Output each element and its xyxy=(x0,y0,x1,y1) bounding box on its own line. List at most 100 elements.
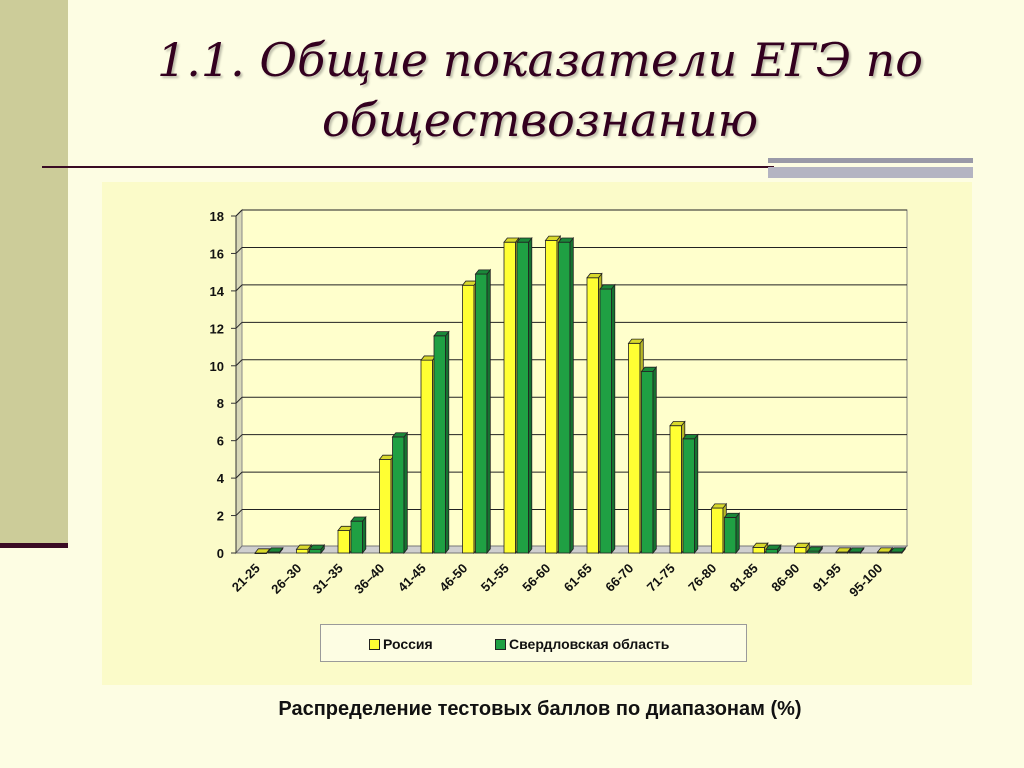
bar-top xyxy=(710,503,728,509)
y-tick-label: 16 xyxy=(210,246,224,261)
gridline-side xyxy=(235,247,243,254)
x-tick-label: 66-70 xyxy=(602,561,636,595)
x-tick-label: 56-60 xyxy=(519,561,553,595)
bar-front xyxy=(641,370,654,554)
bar-top xyxy=(848,547,865,553)
bar xyxy=(806,545,824,555)
x-tick-label: 71-75 xyxy=(644,561,678,595)
bar-side xyxy=(362,515,367,555)
bar-front xyxy=(475,273,488,554)
bar xyxy=(640,366,658,555)
x-tick-label: 46-50 xyxy=(436,561,470,595)
bar-top xyxy=(295,544,313,550)
bar-front xyxy=(711,507,724,554)
bar xyxy=(627,337,645,555)
x-tick-label: 31–35 xyxy=(310,561,346,597)
title-line-1: 1.1. Общие показатели ЕГЭ по xyxy=(157,33,923,87)
y-tick-label: 0 xyxy=(217,546,224,561)
bar xyxy=(337,525,354,555)
bar xyxy=(516,236,533,555)
bar-top xyxy=(793,542,811,548)
gridline-side xyxy=(235,509,243,516)
chart-caption: Распределение тестовых баллов по диапазо… xyxy=(278,698,802,720)
gridline-side xyxy=(235,434,243,442)
bar-front xyxy=(752,546,765,554)
x-tick-label: 51-55 xyxy=(478,561,512,595)
bar xyxy=(391,431,409,555)
bar-top xyxy=(599,284,616,290)
bar xyxy=(544,234,562,555)
bar-front xyxy=(462,284,475,554)
bar xyxy=(752,542,769,555)
chart-side-wall xyxy=(235,208,243,555)
x-tick-label: 36–40 xyxy=(351,561,387,597)
bar-top xyxy=(627,338,645,344)
bar-side xyxy=(486,268,491,555)
gridline-side xyxy=(235,284,243,292)
legend-item-russia: Россия xyxy=(369,636,433,652)
bar-side xyxy=(735,512,740,555)
bar-front xyxy=(794,546,807,554)
bar-top xyxy=(308,544,326,550)
legend-label-russia: Россия xyxy=(383,636,433,652)
bar-side xyxy=(694,433,699,555)
bar-top xyxy=(765,544,782,550)
x-tick-label: 81-85 xyxy=(727,561,761,595)
legend-label-sverdlovsk: Свердловская область xyxy=(509,636,670,652)
bar-front xyxy=(337,530,350,554)
accent-bar-top xyxy=(768,158,973,163)
y-tick-label: 18 xyxy=(210,209,224,224)
bar-top xyxy=(433,331,450,337)
legend-item-sverdlovsk: Свердловская область xyxy=(495,636,669,652)
bar xyxy=(474,268,492,555)
bar-side xyxy=(652,366,657,555)
left-decor-rule xyxy=(0,543,68,548)
gridline-side xyxy=(235,396,243,404)
bar-top xyxy=(640,366,658,372)
chart-legend: Россия Свердловская область xyxy=(320,624,747,662)
x-tick-label: 95-100 xyxy=(846,561,885,600)
bar-front xyxy=(682,438,695,554)
y-tick-label: 6 xyxy=(217,434,224,449)
gridline-side xyxy=(235,321,243,329)
bar-side xyxy=(445,330,450,555)
bar xyxy=(295,543,313,555)
bar-top xyxy=(516,237,533,243)
bar xyxy=(420,354,437,555)
bar-front xyxy=(599,288,612,554)
bar xyxy=(503,236,520,555)
y-tick-label: 8 xyxy=(217,396,224,411)
bar xyxy=(461,279,479,555)
bar-top xyxy=(752,542,769,548)
x-tick-label: 26–30 xyxy=(268,561,304,597)
gridline-side xyxy=(235,209,243,217)
bar xyxy=(350,515,367,555)
bar-front xyxy=(309,548,322,554)
x-tick-label: 86-90 xyxy=(768,561,802,595)
bar-top xyxy=(391,432,409,438)
bar xyxy=(682,433,699,555)
accent-bar xyxy=(768,158,973,178)
bar-top xyxy=(503,237,520,243)
bar-front xyxy=(433,335,446,554)
bar xyxy=(889,546,907,555)
bar-front xyxy=(628,342,641,554)
bar-top xyxy=(350,516,367,522)
bar-front xyxy=(558,241,571,554)
y-tick-label: 14 xyxy=(210,284,225,299)
bar xyxy=(710,502,728,555)
bar-front xyxy=(545,239,558,554)
bar-top xyxy=(723,512,741,518)
bar-front xyxy=(379,458,392,554)
gridline-side xyxy=(235,359,243,367)
bar-front xyxy=(420,359,433,554)
bar xyxy=(723,512,741,555)
bar-top xyxy=(544,235,562,241)
bar-top xyxy=(586,273,603,279)
bar-side xyxy=(611,283,616,555)
bar-front xyxy=(296,548,309,554)
gridline-side xyxy=(235,471,243,479)
bar-top xyxy=(267,547,284,553)
legend-swatch-russia xyxy=(369,638,380,650)
